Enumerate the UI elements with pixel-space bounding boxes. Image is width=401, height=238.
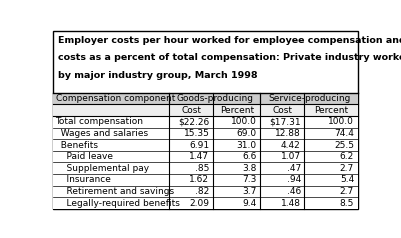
Text: by major industry group, March 1998: by major industry group, March 1998 <box>58 71 257 80</box>
Text: 2.7: 2.7 <box>340 187 354 196</box>
Bar <box>53 128 358 139</box>
Text: 25.5: 25.5 <box>334 140 354 149</box>
Bar <box>53 151 358 163</box>
Text: Benefits: Benefits <box>55 140 98 149</box>
Text: 31.0: 31.0 <box>237 140 257 149</box>
Text: 3.7: 3.7 <box>242 187 257 196</box>
Text: 4.42: 4.42 <box>281 140 301 149</box>
Text: Cost: Cost <box>272 106 292 115</box>
Text: Percent: Percent <box>220 106 254 115</box>
Text: .47: .47 <box>287 164 301 173</box>
Text: Insurance: Insurance <box>55 175 111 184</box>
Text: 12.88: 12.88 <box>275 129 301 138</box>
Text: Cost: Cost <box>181 106 201 115</box>
Text: 6.2: 6.2 <box>340 152 354 161</box>
Bar <box>53 116 358 128</box>
Text: 8.5: 8.5 <box>340 199 354 208</box>
Text: costs as a percent of total compensation: Private industry workers: costs as a percent of total compensation… <box>58 53 401 62</box>
Text: Legally-required benefits: Legally-required benefits <box>55 199 180 208</box>
Bar <box>53 198 358 209</box>
Text: Wages and salaries: Wages and salaries <box>55 129 148 138</box>
Bar <box>53 186 358 198</box>
Text: Total compensation: Total compensation <box>55 117 143 126</box>
Text: 100.0: 100.0 <box>231 117 257 126</box>
Text: 69.0: 69.0 <box>237 129 257 138</box>
Text: .46: .46 <box>287 187 301 196</box>
Text: 1.07: 1.07 <box>281 152 301 161</box>
Bar <box>53 139 358 151</box>
Text: 2.7: 2.7 <box>340 164 354 173</box>
Text: 6.91: 6.91 <box>189 140 209 149</box>
Text: $17.31: $17.31 <box>269 117 301 126</box>
Text: 1.47: 1.47 <box>189 152 209 161</box>
Text: Paid leave: Paid leave <box>55 152 113 161</box>
Text: 3.8: 3.8 <box>242 164 257 173</box>
Text: 6.6: 6.6 <box>242 152 257 161</box>
Bar <box>53 93 358 104</box>
Bar <box>53 104 358 116</box>
Text: 9.4: 9.4 <box>242 199 257 208</box>
Text: Goods-producing: Goods-producing <box>176 94 253 103</box>
Text: 100.0: 100.0 <box>328 117 354 126</box>
Text: .85: .85 <box>195 164 209 173</box>
Text: 7.3: 7.3 <box>242 175 257 184</box>
Text: Employer costs per hour worked for employee compensation and: Employer costs per hour worked for emplo… <box>58 36 401 45</box>
Text: Retirement and savings: Retirement and savings <box>55 187 174 196</box>
Text: .94: .94 <box>287 175 301 184</box>
Text: 2.09: 2.09 <box>189 199 209 208</box>
Bar <box>53 163 358 174</box>
Text: 5.4: 5.4 <box>340 175 354 184</box>
Text: 1.48: 1.48 <box>281 199 301 208</box>
Text: Service-producing: Service-producing <box>268 94 350 103</box>
Bar <box>53 174 358 186</box>
Text: 15.35: 15.35 <box>184 129 209 138</box>
Text: .82: .82 <box>195 187 209 196</box>
Text: Supplemental pay: Supplemental pay <box>55 164 149 173</box>
Text: 74.4: 74.4 <box>334 129 354 138</box>
Text: $22.26: $22.26 <box>178 117 209 126</box>
Text: 1.62: 1.62 <box>189 175 209 184</box>
Text: Percent: Percent <box>314 106 348 115</box>
Text: Compensation component: Compensation component <box>56 94 175 103</box>
